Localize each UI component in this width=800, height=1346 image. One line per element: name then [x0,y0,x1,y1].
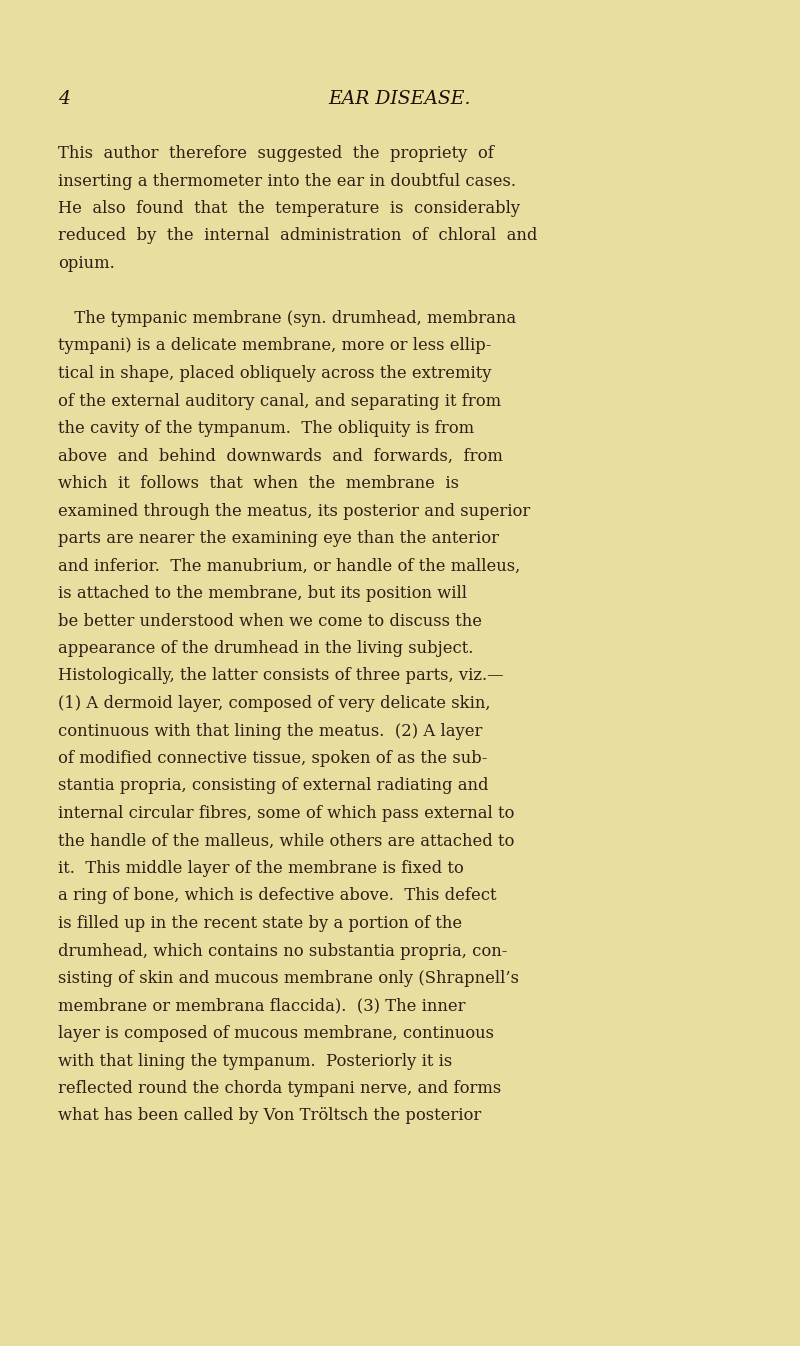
Text: membrane or membrana flaccida).  (3) The inner: membrane or membrana flaccida). (3) The … [58,997,466,1015]
Text: The tympanic membrane (syn. drumhead, membrana: The tympanic membrane (syn. drumhead, me… [58,310,516,327]
Text: Histologically, the latter consists of three parts, viz.—: Histologically, the latter consists of t… [58,668,504,685]
Text: reflected round the chorda tympani nerve, and forms: reflected round the chorda tympani nerve… [58,1079,502,1097]
Text: which  it  follows  that  when  the  membrane  is: which it follows that when the membrane … [58,475,459,493]
Text: above  and  behind  downwards  and  forwards,  from: above and behind downwards and forwards,… [58,447,503,464]
Text: sisting of skin and mucous membrane only (Shrapnell’s: sisting of skin and mucous membrane only… [58,970,519,987]
Text: be better understood when we come to discuss the: be better understood when we come to dis… [58,612,482,630]
Text: and inferior.  The manubrium, or handle of the malleus,: and inferior. The manubrium, or handle o… [58,557,520,575]
Text: He  also  found  that  the  temperature  is  considerably: He also found that the temperature is co… [58,201,520,217]
Text: of modified connective tissue, spoken of as the sub-: of modified connective tissue, spoken of… [58,750,487,767]
Text: This  author  therefore  suggested  the  propriety  of: This author therefore suggested the prop… [58,145,494,162]
Text: stantia propria, consisting of external radiating and: stantia propria, consisting of external … [58,778,489,794]
Text: reduced  by  the  internal  administration  of  chloral  and: reduced by the internal administration o… [58,227,538,245]
Text: examined through the meatus, its posterior and superior: examined through the meatus, its posteri… [58,502,530,520]
Text: tympani) is a delicate membrane, more or less ellip-: tympani) is a delicate membrane, more or… [58,338,491,354]
Text: of the external auditory canal, and separating it from: of the external auditory canal, and sepa… [58,393,501,409]
Text: is filled up in the recent state by a portion of the: is filled up in the recent state by a po… [58,915,462,931]
Text: the handle of the malleus, while others are attached to: the handle of the malleus, while others … [58,832,514,849]
Text: opium.: opium. [58,254,114,272]
Text: 4: 4 [58,90,70,108]
Text: appearance of the drumhead in the living subject.: appearance of the drumhead in the living… [58,639,474,657]
Text: layer is composed of mucous membrane, continuous: layer is composed of mucous membrane, co… [58,1026,494,1042]
Text: tical in shape, placed obliquely across the extremity: tical in shape, placed obliquely across … [58,365,491,382]
Text: is attached to the membrane, but its position will: is attached to the membrane, but its pos… [58,586,467,602]
Text: inserting a thermometer into the ear in doubtful cases.: inserting a thermometer into the ear in … [58,172,516,190]
Text: drumhead, which contains no substantia propria, con-: drumhead, which contains no substantia p… [58,942,507,960]
Text: what has been called by Von Tröltsch the posterior: what has been called by Von Tröltsch the… [58,1108,482,1124]
Text: a ring of bone, which is defective above.  This defect: a ring of bone, which is defective above… [58,887,497,905]
Text: internal circular fibres, some of which pass external to: internal circular fibres, some of which … [58,805,514,822]
Text: EAR DISEASE.: EAR DISEASE. [329,90,471,108]
Text: parts are nearer the examining eye than the anterior: parts are nearer the examining eye than … [58,530,499,546]
Text: the cavity of the tympanum.  The obliquity is from: the cavity of the tympanum. The obliquit… [58,420,474,437]
Text: it.  This middle layer of the membrane is fixed to: it. This middle layer of the membrane is… [58,860,464,878]
Text: with that lining the tympanum.  Posteriorly it is: with that lining the tympanum. Posterior… [58,1053,452,1070]
Text: continuous with that lining the meatus.  (2) A layer: continuous with that lining the meatus. … [58,723,482,739]
Text: (1) A dermoid layer, composed of very delicate skin,: (1) A dermoid layer, composed of very de… [58,695,490,712]
